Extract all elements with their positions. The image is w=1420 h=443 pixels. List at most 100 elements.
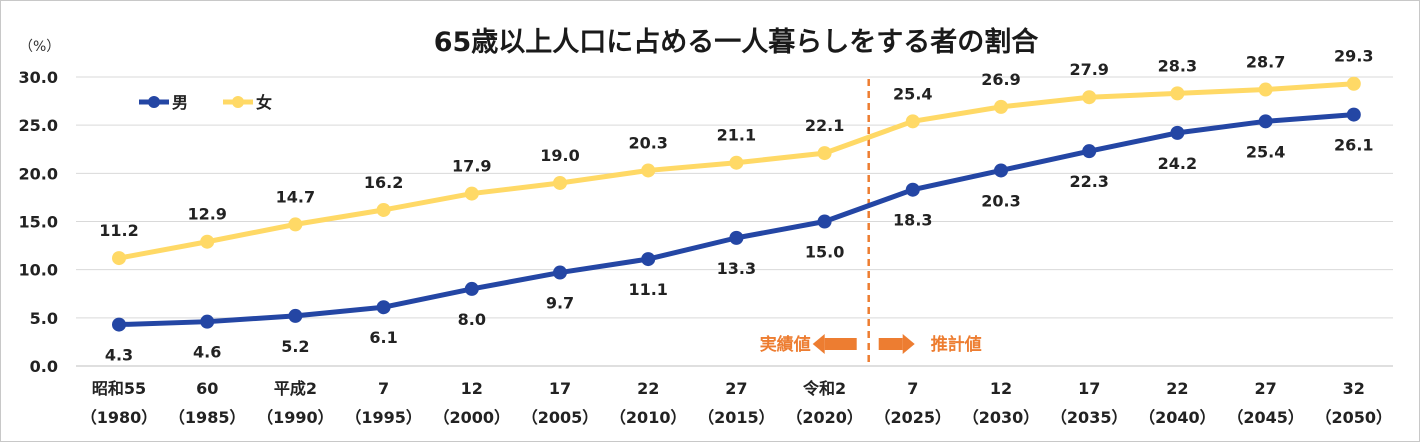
x-tick-label: 7 — [907, 379, 918, 398]
arrow-right-head — [902, 334, 915, 354]
data-point — [553, 175, 567, 190]
data-label: 19.0 — [540, 146, 579, 165]
x-tick-label: 22 — [1166, 379, 1188, 398]
x-tick-year-label: （1985） — [169, 408, 246, 427]
x-tick-label: 32 — [1343, 379, 1365, 398]
data-labels: 4.3 4.6 5.2 6.1 8.0 9.7 11.1 13.3 15.0 18.3 20.3 22… — [99, 47, 1373, 365]
x-tick-year-label: （2005） — [522, 408, 599, 427]
x-axis-ticks: 昭和55 （1980） 60 （1985） 平成2 （1990） 7 （1995） 12 （200… — [81, 379, 1392, 427]
data-point — [729, 230, 744, 245]
x-tick-label: 12 — [461, 379, 483, 398]
data-label: 22.1 — [805, 116, 844, 135]
data-point — [200, 234, 215, 249]
data-label: 14.7 — [276, 187, 315, 206]
data-label: 26.9 — [981, 70, 1020, 89]
series-line-male — [118, 112, 1354, 328]
arrow-left-body — [824, 338, 857, 350]
data-label: 4.6 — [193, 343, 221, 362]
data-point — [994, 163, 1008, 178]
legend-label: 男 — [172, 93, 188, 112]
data-point — [1346, 76, 1361, 91]
x-tick-year-label: （2035） — [1051, 408, 1128, 427]
data-label: 11.1 — [628, 280, 667, 299]
data-point — [553, 265, 567, 280]
data-label: 25.4 — [1246, 142, 1285, 161]
data-label: 18.3 — [893, 211, 932, 230]
legend: 男女 — [139, 93, 272, 112]
x-tick-year-label: （2040） — [1139, 408, 1216, 427]
data-point — [905, 182, 920, 197]
x-tick-year-label: （2020） — [786, 408, 863, 427]
y-tick-label: 10.0 — [19, 261, 58, 280]
x-tick-label: 7 — [378, 379, 389, 398]
data-point — [994, 99, 1008, 114]
data-label: 26.1 — [1334, 136, 1373, 155]
x-tick-label: 60 — [196, 379, 218, 398]
x-tick-year-label: （2030） — [963, 408, 1040, 427]
data-label: 27.9 — [1069, 60, 1108, 79]
data-point — [1082, 144, 1097, 159]
data-point — [288, 308, 303, 323]
data-point — [1258, 82, 1273, 97]
x-tick-label: 昭和55 — [92, 379, 146, 398]
data-point — [729, 155, 744, 170]
data-point — [905, 114, 920, 129]
data-label: 9.7 — [546, 294, 574, 313]
data-label: 16.2 — [364, 173, 403, 192]
chart-title: 65歳以上人口に占める一人暮らしをする者の割合 — [434, 26, 1039, 58]
x-tick-label: 令和2 — [802, 379, 846, 398]
y-tick-label: 20.0 — [19, 164, 58, 183]
x-tick-year-label: （1995） — [345, 408, 422, 427]
data-label: 28.3 — [1158, 56, 1197, 75]
legend-marker — [232, 96, 244, 108]
data-label: 21.1 — [717, 126, 756, 145]
x-tick-year-label: （2045） — [1227, 408, 1304, 427]
data-point — [376, 202, 391, 217]
data-label: 22.3 — [1069, 172, 1108, 191]
data-label: 25.4 — [893, 84, 932, 103]
data-label: 15.0 — [805, 243, 844, 262]
legend-label: 女 — [256, 93, 272, 112]
y-tick-label: 5.0 — [30, 309, 58, 328]
y-axis-ticks: 0.0 5.0 10.0 15.0 20.0 25.0 30.0 — [19, 68, 58, 376]
x-tick-label: 27 — [725, 379, 747, 398]
data-label: 29.3 — [1334, 47, 1373, 66]
data-label: 4.3 — [105, 346, 133, 365]
projected-values-label: 推計値 — [931, 334, 982, 355]
data-point — [288, 217, 303, 232]
series-lines — [112, 76, 1361, 332]
x-tick-year-label: （2050） — [1316, 408, 1393, 427]
actual-values-label: 実績値 — [760, 334, 811, 355]
x-tick-year-label: （2010） — [610, 408, 687, 427]
legend-marker — [148, 96, 160, 108]
data-point — [464, 186, 479, 201]
arrow-right-body — [878, 338, 903, 350]
x-tick-label: 22 — [637, 379, 659, 398]
data-label: 11.2 — [99, 221, 138, 240]
gridlines — [76, 76, 1393, 367]
data-point — [1170, 86, 1185, 101]
x-tick-label: 17 — [1078, 379, 1100, 398]
x-tick-year-label: （1990） — [257, 408, 334, 427]
data-point — [817, 214, 832, 229]
y-tick-label: 25.0 — [19, 116, 58, 135]
data-label: 5.2 — [281, 337, 309, 356]
data-point — [641, 163, 656, 178]
x-tick-year-label: （2025） — [875, 408, 952, 427]
x-tick-label: 27 — [1254, 379, 1276, 398]
data-label: 12.9 — [187, 205, 226, 224]
data-point — [1258, 114, 1273, 129]
arrow-left-head — [812, 334, 825, 354]
x-tick-label: 12 — [990, 379, 1012, 398]
data-point — [641, 252, 656, 267]
data-label: 28.7 — [1246, 53, 1285, 72]
data-point — [1170, 125, 1185, 140]
y-axis-unit: （%） — [19, 39, 60, 55]
data-point — [817, 146, 832, 161]
y-tick-label: 15.0 — [19, 213, 58, 232]
data-point — [464, 281, 479, 296]
x-tick-year-label: （2015） — [698, 408, 775, 427]
x-tick-label: 17 — [549, 379, 571, 398]
